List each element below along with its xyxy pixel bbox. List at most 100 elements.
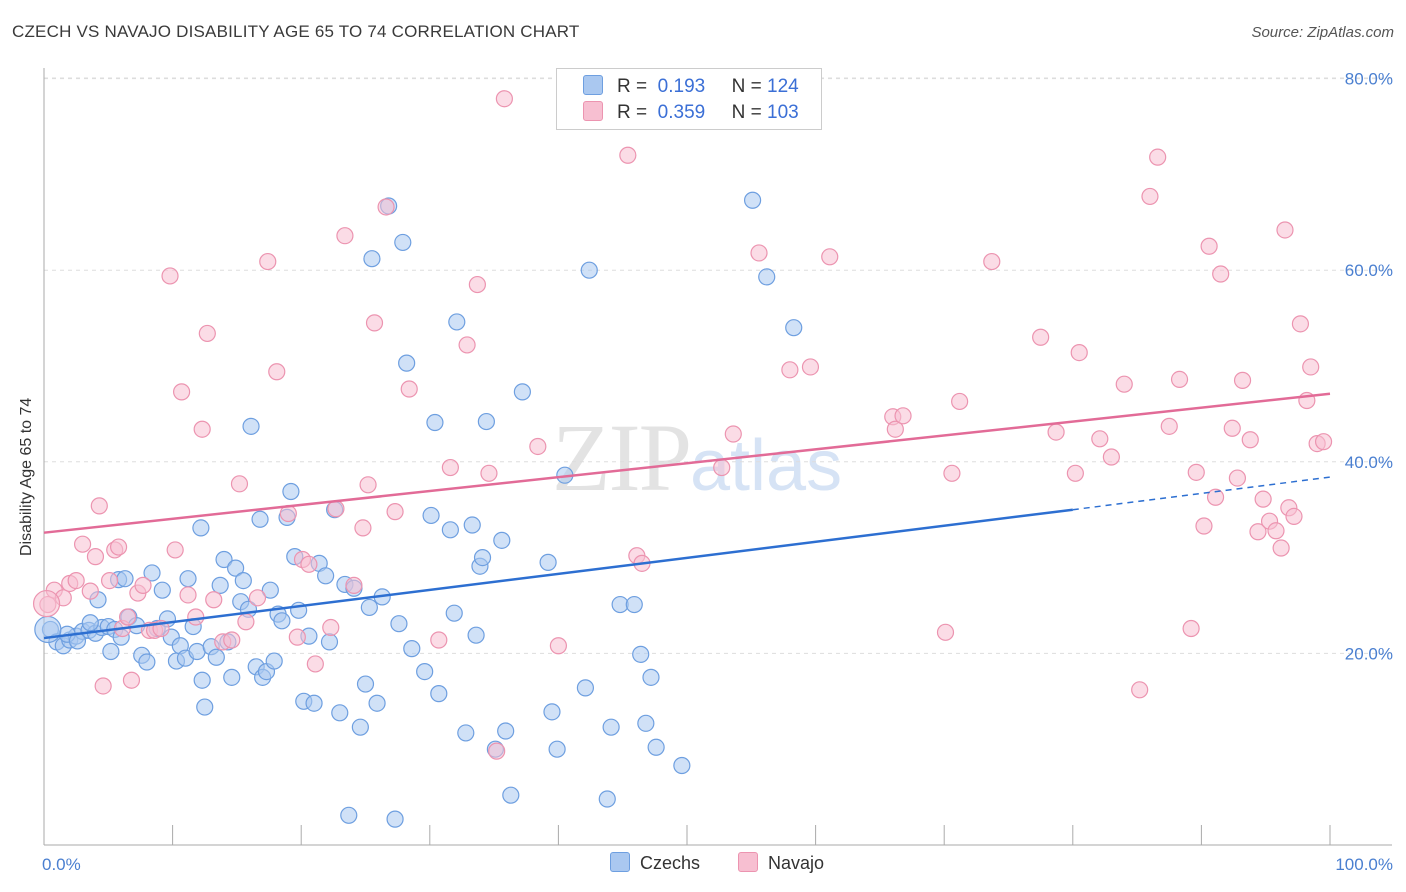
navajo-swatch [583, 101, 603, 121]
czechs-point [360, 598, 378, 617]
czechs-point [448, 313, 466, 331]
czechs-point [743, 191, 762, 209]
navajo-point [94, 677, 112, 695]
navajo-point [365, 314, 384, 332]
y-axis-label: Disability Age 65 to 74 [18, 397, 35, 556]
czechs-point [457, 724, 475, 742]
navajo-point [73, 535, 92, 553]
navajo-point [248, 589, 267, 607]
navajo-point [480, 464, 498, 482]
navajo-point [619, 146, 637, 164]
czechs-point [215, 550, 233, 569]
navajo-point [1249, 523, 1267, 541]
czechs-point [785, 319, 803, 337]
navajo-point [951, 392, 969, 411]
navajo-point [100, 571, 119, 590]
czechs-point [386, 810, 404, 828]
czechs-point [193, 671, 211, 689]
czechs-point [102, 642, 120, 661]
navajo-point [713, 458, 731, 477]
navajo-point [336, 227, 354, 245]
y-tick-label: 40.0% [1345, 453, 1393, 472]
navajo-point [109, 538, 128, 556]
navajo-point [268, 363, 286, 381]
czechs-point [493, 531, 511, 549]
y-tick-label: 20.0% [1345, 644, 1393, 663]
navajo-point [1302, 358, 1320, 376]
r-label: R = [617, 76, 648, 97]
navajo-point [198, 324, 216, 343]
czechs-point [356, 675, 375, 693]
legend-row-czechs: R = 0.193 N = 124 [583, 75, 799, 99]
navajo-point [1070, 343, 1088, 362]
czechs-point [513, 383, 531, 401]
navajo-point [1160, 417, 1178, 435]
navajo-point [288, 628, 306, 646]
navajo-legend-label: Navajo [768, 853, 825, 873]
czechs-point [502, 786, 520, 804]
czechs-points [34, 191, 803, 828]
czechs-point [331, 704, 349, 722]
czechs-point [758, 268, 776, 286]
navajo-point [1267, 522, 1285, 540]
navajo-point [458, 336, 476, 354]
navajo-point [359, 476, 377, 494]
navajo-point [205, 591, 223, 609]
czechs-point [598, 790, 616, 808]
navajo-point [81, 582, 99, 600]
chart-title: CZECH VS NAVAJO DISABILITY AGE 65 TO 74 … [12, 22, 580, 41]
czechs-point [647, 738, 665, 756]
czechs-point [390, 615, 408, 633]
y-tick-labels: 20.0% 40.0% 60.0% 80.0% [1345, 70, 1393, 664]
navajo-point [1170, 370, 1189, 389]
czechs-point [539, 553, 557, 571]
czechs-point [363, 250, 381, 268]
czechs-point [403, 640, 421, 658]
r-label: R = [617, 102, 648, 123]
navajo-point [1206, 488, 1225, 506]
navajo-point [187, 608, 205, 626]
navajo-point [1066, 464, 1084, 482]
czechs-point [282, 482, 300, 501]
czechs-legend-label: Czechs [640, 853, 701, 873]
navajo-point [549, 637, 568, 655]
navajo-point [1141, 187, 1159, 206]
czechs-point [477, 412, 495, 431]
navajo-point [430, 631, 448, 649]
navajo-point [936, 623, 955, 641]
navajo-point [354, 519, 372, 537]
czechs-point [227, 559, 245, 577]
x-tick-label: 0.0% [42, 855, 81, 874]
navajo-point [1233, 371, 1252, 389]
czechs-point [138, 653, 156, 671]
czechs-point [261, 581, 279, 599]
navajo-points [32, 90, 1333, 760]
navajo-point [1182, 619, 1200, 638]
n-label: N = [731, 102, 762, 123]
czechs-point [273, 612, 291, 630]
czechs-point [548, 740, 566, 758]
navajo-point [1254, 490, 1272, 508]
navajo-point [724, 425, 742, 443]
navajo-point [1032, 328, 1050, 346]
source-label: Source: ZipAtlas.com [1251, 24, 1394, 41]
correlation-legend: R = 0.193 N = 124 R = 0.359 N = 103 [556, 68, 822, 130]
czechs-point [251, 510, 269, 528]
navajo-point [327, 500, 345, 518]
navajo-point [1091, 430, 1109, 448]
navajo-point [322, 618, 340, 637]
y-tick-label: 80.0% [1345, 70, 1393, 89]
czechs-point [632, 645, 650, 663]
czechs-point [81, 614, 99, 632]
navajo-point [118, 608, 137, 626]
navajo-point [86, 548, 105, 566]
navajo-point [1291, 315, 1310, 333]
navajo-point [223, 631, 241, 649]
czechs-point [116, 570, 134, 588]
x-tick-labels: 0.0% 100.0% [42, 855, 1393, 874]
navajo-point [259, 252, 277, 271]
navajo-point [1149, 148, 1167, 166]
czechs-point [445, 604, 463, 622]
navajo-point [1223, 419, 1241, 437]
